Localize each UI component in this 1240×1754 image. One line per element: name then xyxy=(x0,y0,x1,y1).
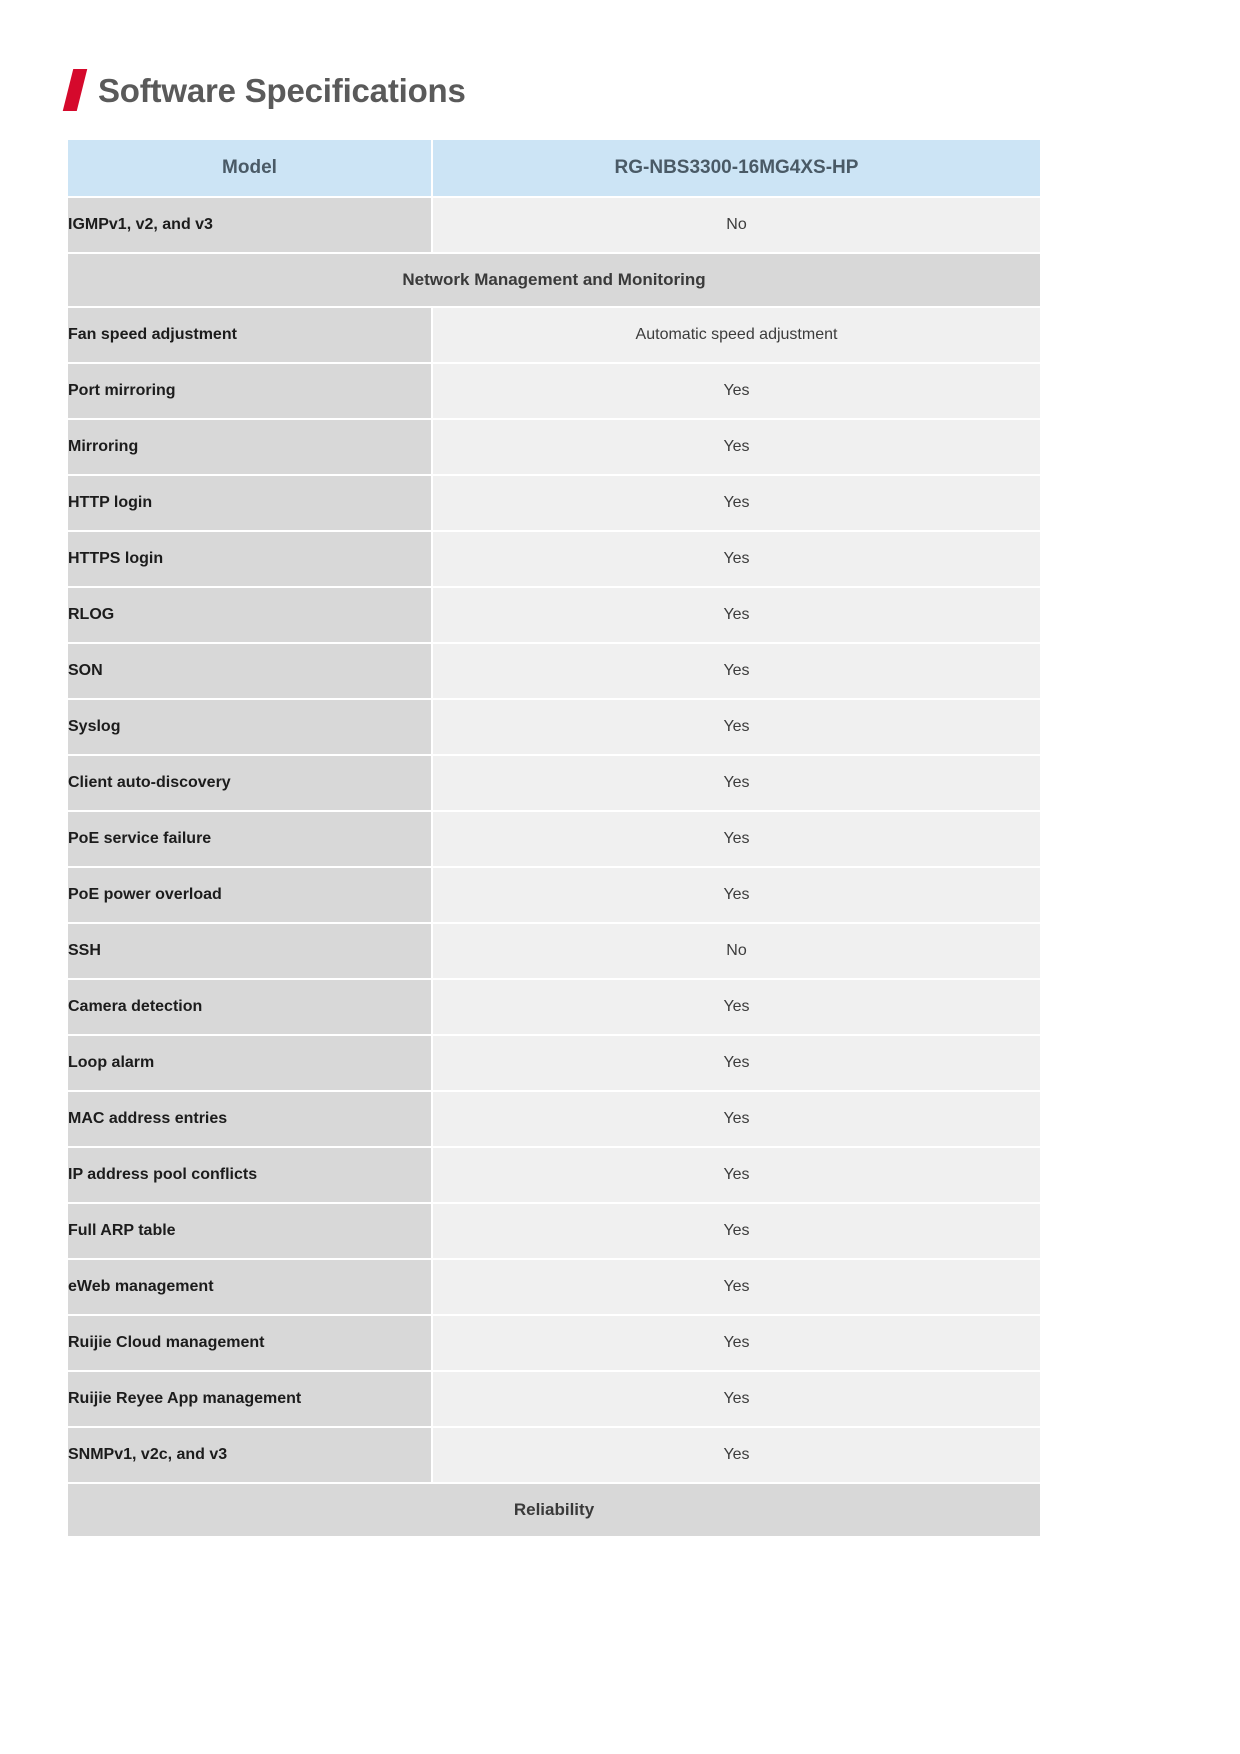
row-label: MAC address entries xyxy=(68,1092,433,1146)
table-header-row: Model RG-NBS3300-16MG4XS-HP xyxy=(68,140,1040,196)
row-value: Yes xyxy=(433,980,1040,1034)
row-value: Yes xyxy=(433,588,1040,642)
table-row: Loop alarm Yes xyxy=(68,1036,1040,1090)
table-row: Ruijie Cloud management Yes xyxy=(68,1316,1040,1370)
row-label: PoE power overload xyxy=(68,868,433,922)
header-cell-model-value: RG-NBS3300-16MG4XS-HP xyxy=(433,140,1040,196)
table-row: RLOG Yes xyxy=(68,588,1040,642)
row-value: Automatic speed adjustment xyxy=(433,308,1040,362)
title-accent-bar xyxy=(62,69,88,111)
row-label: PoE service failure xyxy=(68,812,433,866)
row-value: Yes xyxy=(433,812,1040,866)
row-label: Loop alarm xyxy=(68,1036,433,1090)
row-label: SNMPv1, v2c, and v3 xyxy=(68,1428,433,1482)
table-row: IP address pool conflicts Yes xyxy=(68,1148,1040,1202)
table-row: IGMPv1, v2, and v3 No xyxy=(68,198,1040,252)
row-value: Yes xyxy=(433,1036,1040,1090)
row-label: HTTPS login xyxy=(68,532,433,586)
section-header-label: Reliability xyxy=(68,1484,1040,1536)
row-label: RLOG xyxy=(68,588,433,642)
table-row: Camera detection Yes xyxy=(68,980,1040,1034)
row-value: Yes xyxy=(433,1428,1040,1482)
row-value: Yes xyxy=(433,420,1040,474)
table-row: HTTP login Yes xyxy=(68,476,1040,530)
row-label: Client auto-discovery xyxy=(68,756,433,810)
row-label: Syslog xyxy=(68,700,433,754)
row-value: No xyxy=(433,924,1040,978)
table-row: PoE service failure Yes xyxy=(68,812,1040,866)
software-specifications-table: Model RG-NBS3300-16MG4XS-HP IGMPv1, v2, … xyxy=(68,138,1040,1538)
row-value: Yes xyxy=(433,1148,1040,1202)
row-value: Yes xyxy=(433,868,1040,922)
table-row: PoE power overload Yes xyxy=(68,868,1040,922)
row-label: Ruijie Reyee App management xyxy=(68,1372,433,1426)
header-cell-model: Model xyxy=(68,140,433,196)
row-label: Ruijie Cloud management xyxy=(68,1316,433,1370)
row-value: Yes xyxy=(433,1092,1040,1146)
table-row: eWeb management Yes xyxy=(68,1260,1040,1314)
row-label: SON xyxy=(68,644,433,698)
row-value: Yes xyxy=(433,1260,1040,1314)
row-value: Yes xyxy=(433,532,1040,586)
row-value: No xyxy=(433,198,1040,252)
table-body: Model RG-NBS3300-16MG4XS-HP IGMPv1, v2, … xyxy=(68,140,1040,1536)
row-value: Yes xyxy=(433,700,1040,754)
table-row: Ruijie Reyee App management Yes xyxy=(68,1372,1040,1426)
page-title: Software Specifications xyxy=(62,64,466,116)
row-value: Yes xyxy=(433,1372,1040,1426)
table-row: SON Yes xyxy=(68,644,1040,698)
table-section-row: Network Management and Monitoring xyxy=(68,254,1040,306)
row-value: Yes xyxy=(433,756,1040,810)
table-row: Port mirroring Yes xyxy=(68,364,1040,418)
table-row: Mirroring Yes xyxy=(68,420,1040,474)
row-value: Yes xyxy=(433,644,1040,698)
table-row: HTTPS login Yes xyxy=(68,532,1040,586)
row-label: Camera detection xyxy=(68,980,433,1034)
row-value: Yes xyxy=(433,364,1040,418)
table-row: MAC address entries Yes xyxy=(68,1092,1040,1146)
row-label: Port mirroring xyxy=(68,364,433,418)
row-label: SSH xyxy=(68,924,433,978)
row-label: eWeb management xyxy=(68,1260,433,1314)
table-row: SSH No xyxy=(68,924,1040,978)
table-row: Full ARP table Yes xyxy=(68,1204,1040,1258)
table-row: Client auto-discovery Yes xyxy=(68,756,1040,810)
table-row: Fan speed adjustment Automatic speed adju… xyxy=(68,308,1040,362)
row-label: Mirroring xyxy=(68,420,433,474)
row-label: IGMPv1, v2, and v3 xyxy=(68,198,433,252)
page-title-text: Software Specifications xyxy=(98,71,466,109)
row-value: Yes xyxy=(433,1204,1040,1258)
row-label: Fan speed adjustment xyxy=(68,308,433,362)
section-header-label: Network Management and Monitoring xyxy=(68,254,1040,306)
table-section-row: Reliability xyxy=(68,1484,1040,1536)
row-value: Yes xyxy=(433,476,1040,530)
row-value: Yes xyxy=(433,1316,1040,1370)
row-label: IP address pool conflicts xyxy=(68,1148,433,1202)
row-label: HTTP login xyxy=(68,476,433,530)
table-row: SNMPv1, v2c, and v3 Yes xyxy=(68,1428,1040,1482)
table-row: Syslog Yes xyxy=(68,700,1040,754)
row-label: Full ARP table xyxy=(68,1204,433,1258)
